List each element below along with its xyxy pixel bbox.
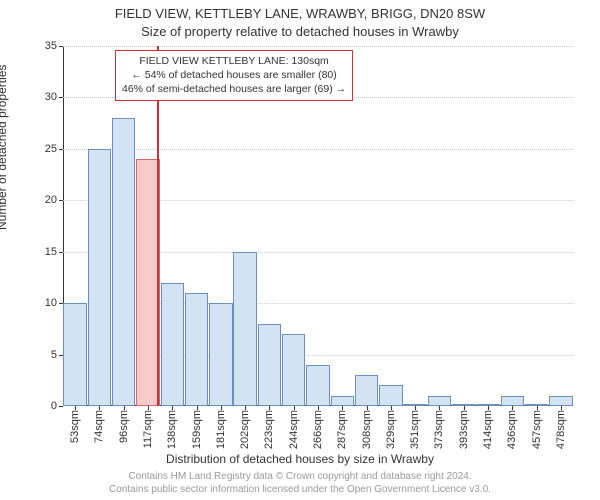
histogram-bar (209, 303, 232, 406)
x-tick-label: 74sqm (93, 410, 105, 443)
x-tick-label: 138sqm (166, 410, 178, 449)
x-tick-label: 223sqm (263, 410, 275, 449)
histogram-bar (282, 334, 305, 406)
y-gridline (63, 46, 573, 47)
x-tick-label: 308sqm (361, 410, 373, 449)
y-tick-label: 15 (45, 246, 57, 258)
x-tick-label: 202sqm (239, 410, 251, 449)
histogram-bar (258, 324, 281, 406)
y-tick-label: 5 (51, 349, 57, 361)
x-tick-label: 393sqm (458, 410, 470, 449)
histogram-bar (306, 365, 329, 406)
histogram-bar (161, 283, 184, 406)
x-tick-label: 373sqm (433, 410, 445, 449)
y-tick (59, 97, 63, 98)
callout-box: FIELD VIEW KETTLEBY LANE: 130sqm← 54% of… (115, 50, 353, 101)
y-tick (59, 252, 63, 253)
x-tick-label: 287sqm (336, 410, 348, 449)
chart-title-line-1: FIELD VIEW, KETTLEBY LANE, WRAWBY, BRIGG… (0, 6, 600, 21)
histogram-bar (501, 396, 524, 406)
y-axis-label: Number of detached properties (0, 65, 9, 230)
callout-line-1: FIELD VIEW KETTLEBY LANE: 130sqm (122, 54, 346, 68)
plot-area: 0510152025303553sqm74sqm96sqm117sqm138sq… (63, 46, 573, 406)
histogram-chart: FIELD VIEW, KETTLEBY LANE, WRAWBY, BRIGG… (0, 0, 600, 500)
x-tick-label: 414sqm (482, 410, 494, 449)
histogram-bar (185, 293, 208, 406)
x-tick-label: 53sqm (69, 410, 81, 443)
histogram-bar (88, 149, 111, 406)
y-tick-label: 10 (45, 297, 57, 309)
x-tick-label: 478sqm (555, 410, 567, 449)
y-gridline (63, 149, 573, 150)
x-tick-label: 351sqm (409, 410, 421, 449)
histogram-bar (233, 252, 256, 406)
x-tick-label: 457sqm (531, 410, 543, 449)
histogram-bar (428, 396, 451, 406)
y-tick (59, 303, 63, 304)
x-tick-label: 266sqm (312, 410, 324, 449)
histogram-bar (549, 396, 572, 406)
x-tick-label: 159sqm (191, 410, 203, 449)
footer-line-2: Contains public sector information licen… (0, 484, 600, 497)
histogram-bar (379, 385, 402, 406)
x-tick-label: 244sqm (288, 410, 300, 449)
x-axis-label: Distribution of detached houses by size … (0, 452, 600, 466)
x-tick-label: 96sqm (118, 410, 130, 443)
callout-line-3: 46% of semi-detached houses are larger (… (122, 82, 346, 96)
footer-attribution: Contains HM Land Registry data © Crown c… (0, 471, 600, 496)
y-tick (59, 355, 63, 356)
x-tick-label: 329sqm (385, 410, 397, 449)
y-tick (59, 149, 63, 150)
histogram-bar (63, 303, 86, 406)
y-tick (59, 46, 63, 47)
y-tick-label: 30 (45, 91, 57, 103)
y-tick-label: 35 (45, 40, 57, 52)
x-tick-label: 181sqm (215, 410, 227, 449)
y-tick-label: 0 (51, 400, 57, 412)
y-tick (59, 406, 63, 407)
footer-line-1: Contains HM Land Registry data © Crown c… (0, 471, 600, 484)
histogram-bar (355, 375, 378, 406)
histogram-bar (112, 118, 135, 406)
histogram-bar (331, 396, 354, 406)
x-tick-label: 117sqm (142, 410, 154, 448)
chart-title-line-2: Size of property relative to detached ho… (0, 24, 600, 39)
y-tick-label: 20 (45, 194, 57, 206)
x-tick-label: 436sqm (506, 410, 518, 449)
y-tick (59, 200, 63, 201)
y-tick-label: 25 (45, 143, 57, 155)
callout-line-2: ← 54% of detached houses are smaller (80… (122, 68, 346, 82)
histogram-bar (136, 159, 159, 406)
